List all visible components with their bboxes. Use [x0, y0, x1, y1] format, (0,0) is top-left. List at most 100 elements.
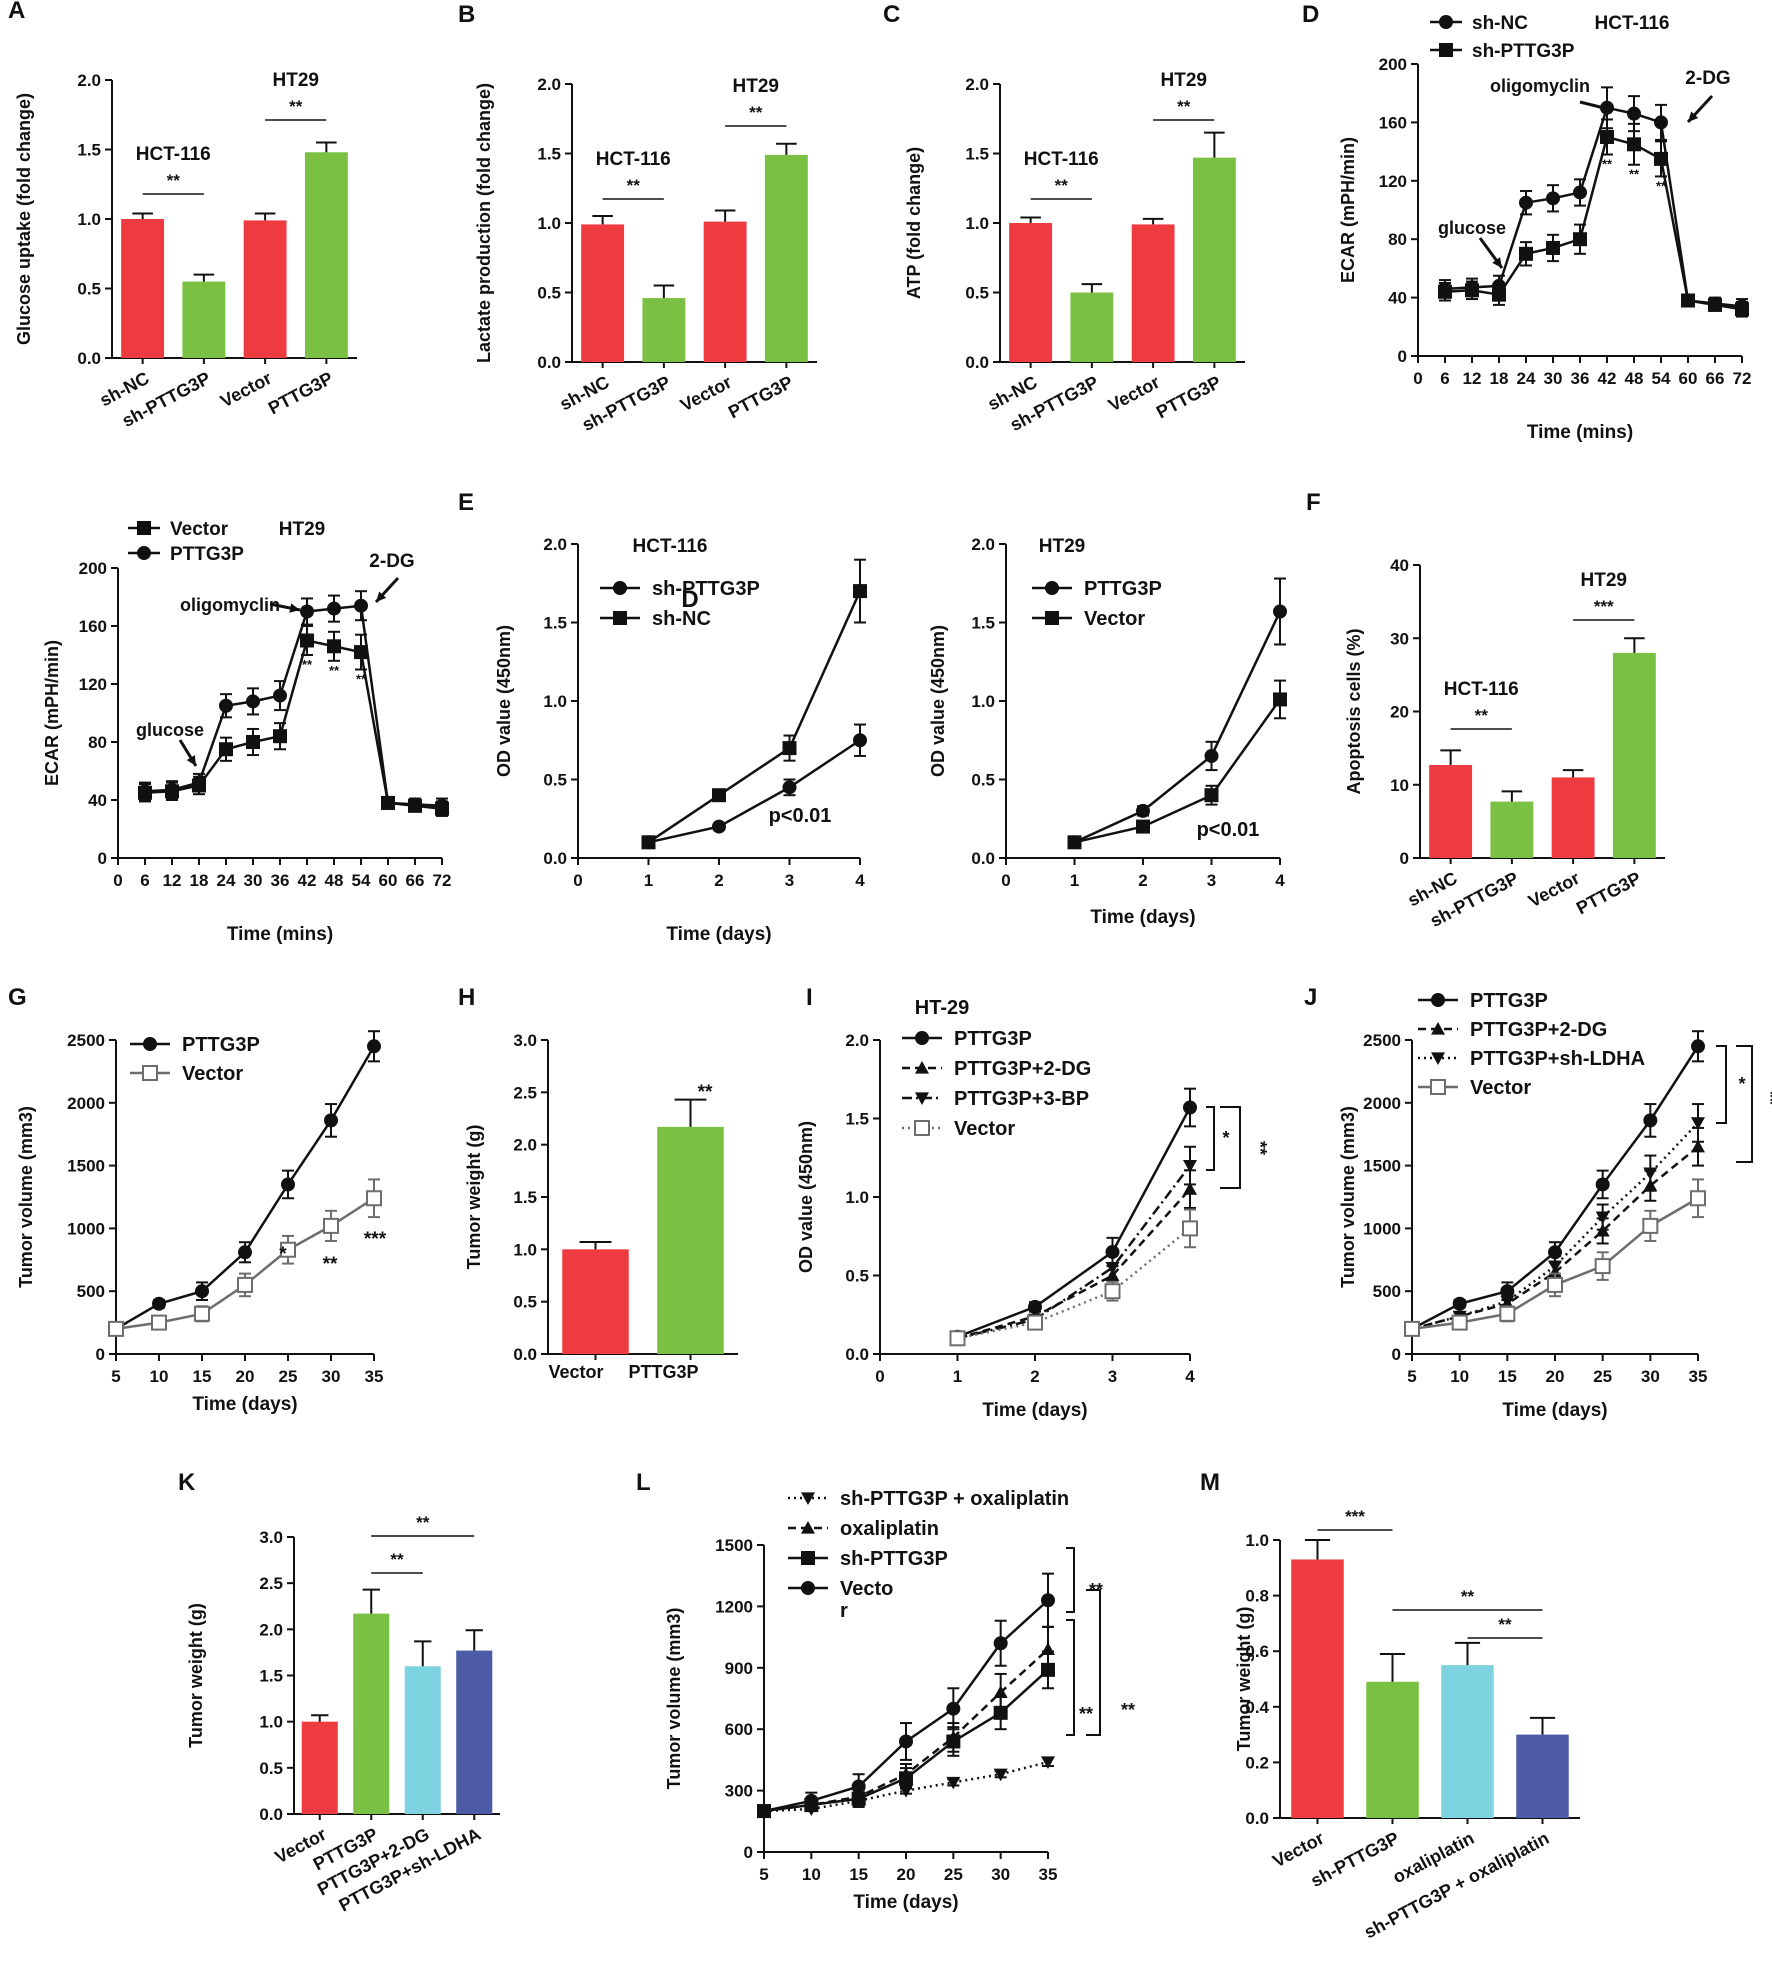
bar-3	[1516, 1734, 1569, 1818]
arrow-head	[289, 603, 300, 613]
significance-mark: **	[1079, 1704, 1093, 1724]
y-axis-label: ECAR (mPH/min)	[1338, 137, 1358, 283]
point-marker	[237, 1276, 253, 1293]
panel-letter: E	[458, 489, 474, 516]
y-tick-label: 2.0	[965, 75, 989, 94]
point-marker	[1439, 15, 1453, 29]
y-axis-label: Tumor volume (mm3)	[664, 1608, 684, 1790]
significance-mark: **	[1475, 706, 1489, 725]
y-axis-label: OD value (450nm)	[928, 625, 948, 777]
y-tick-label: 1.0	[77, 210, 101, 229]
point-marker	[273, 688, 287, 703]
x-tick-label: 0	[573, 871, 582, 890]
point-marker	[1642, 1217, 1659, 1234]
bar-2	[1131, 224, 1175, 362]
point-marker	[1690, 1190, 1706, 1207]
point-marker	[1595, 1177, 1610, 1192]
x-tick-label: 24	[217, 871, 236, 890]
y-tick-label: 1.5	[971, 614, 995, 633]
point-marker	[915, 1092, 929, 1105]
panel-letter: H	[458, 984, 475, 1011]
x-tick-label: 30	[244, 871, 263, 890]
point-marker	[801, 1492, 815, 1505]
bar-2	[404, 1666, 441, 1814]
chart-title: HT-29	[915, 997, 969, 1019]
x-axis-label: Time (mins)	[227, 924, 333, 945]
y-tick-label: 1.5	[543, 614, 567, 633]
y-tick-label: 10	[1390, 776, 1409, 795]
point-marker	[949, 1330, 966, 1347]
significance-bracket	[1716, 1045, 1727, 1124]
point-marker	[915, 1031, 929, 1045]
x-tick-label: 36	[271, 871, 290, 890]
point-marker	[152, 1296, 166, 1311]
panel-letter: M	[1200, 1469, 1220, 1496]
panel-letter: L	[636, 1469, 651, 1496]
significance-bracket	[1220, 1106, 1241, 1189]
point-marker	[1654, 151, 1668, 166]
y-tick-label: 0.8	[1245, 1587, 1269, 1606]
annotation-label: glucose	[136, 720, 204, 740]
category-label: PTTG3P	[1573, 868, 1644, 919]
x-tick-label: 1	[953, 1367, 962, 1386]
y-tick-label: 2000	[67, 1094, 105, 1113]
x-axis-label: Time (days)	[982, 1400, 1087, 1421]
point-marker	[192, 775, 206, 790]
y-axis-label: OD value (450nm)	[494, 625, 514, 777]
group-label: HCT-116	[136, 144, 211, 165]
y-axis-label: ATP (fold change)	[904, 147, 924, 299]
point-marker	[137, 521, 151, 535]
significance-bracket	[1206, 1106, 1215, 1171]
point-marker	[1273, 692, 1287, 707]
bar-0	[581, 224, 625, 362]
point-marker	[1691, 1139, 1705, 1153]
group-label: HT29	[273, 70, 319, 91]
group-label: HCT-116	[596, 149, 671, 170]
point-marker	[280, 1241, 296, 1258]
y-tick-label: 0.0	[77, 349, 101, 368]
point-marker	[1500, 1295, 1515, 1309]
category-label: PTTG3P	[725, 372, 796, 423]
chart-J: J 0 500 1000 1500 2000 2500 Tumor volume (mm3) 5…	[1304, 984, 1772, 1421]
x-axis-label: Time (days)	[853, 1892, 958, 1913]
point-marker	[137, 546, 151, 560]
significance-mark: **	[167, 171, 181, 190]
y-tick-label: 0.2	[1245, 1753, 1269, 1772]
x-tick-label: 30	[1641, 1367, 1660, 1386]
y-tick-label: 160	[79, 617, 107, 636]
y-tick-label: 120	[79, 675, 107, 694]
point-marker	[1735, 302, 1749, 317]
point-marker	[151, 1314, 167, 1331]
point-marker	[1182, 1220, 1198, 1237]
bar-1	[1366, 1681, 1419, 1818]
point-marker	[1136, 803, 1150, 818]
point-marker	[143, 1037, 157, 1051]
legend-label: PTTG3P+3-BP	[954, 1088, 1089, 1110]
bar-0	[1009, 223, 1053, 362]
point-marker	[1492, 287, 1506, 302]
point-marker	[1204, 788, 1219, 803]
point-marker	[1104, 1283, 1121, 1300]
bar-3	[1192, 157, 1236, 362]
point-marker	[108, 1320, 124, 1337]
point-marker	[993, 1705, 1008, 1720]
y-tick-label: 2.5	[259, 1574, 283, 1593]
y-axis-label: Tumor volume (mm3)	[16, 1106, 36, 1288]
x-tick-label: 15	[849, 1865, 868, 1884]
x-tick-label: 72	[433, 871, 452, 890]
chart-L: L 0 300 600 900 1200 1500 Tumor volume (mm3) 5 10…	[636, 1469, 1135, 1913]
x-tick-label: 20	[1546, 1367, 1565, 1386]
point-marker	[1136, 819, 1150, 834]
point-marker	[1465, 283, 1479, 298]
x-tick-label: 5	[1407, 1367, 1416, 1386]
y-tick-label: 80	[88, 733, 107, 752]
x-tick-label: 10	[802, 1865, 821, 1884]
annotation-label: glucose	[1438, 218, 1506, 238]
point-marker	[1547, 1276, 1563, 1293]
y-tick-label: 2.0	[259, 1620, 283, 1639]
point-marker	[238, 1245, 252, 1260]
point-marker	[300, 633, 314, 648]
y-tick-label: 2.5	[513, 1083, 537, 1102]
chart-M: M 0.0 0.2 0.4 0.6 0.8 1.0 Tumor weight (g) Vecto…	[1200, 1469, 1580, 1942]
point-marker	[1183, 1182, 1197, 1195]
